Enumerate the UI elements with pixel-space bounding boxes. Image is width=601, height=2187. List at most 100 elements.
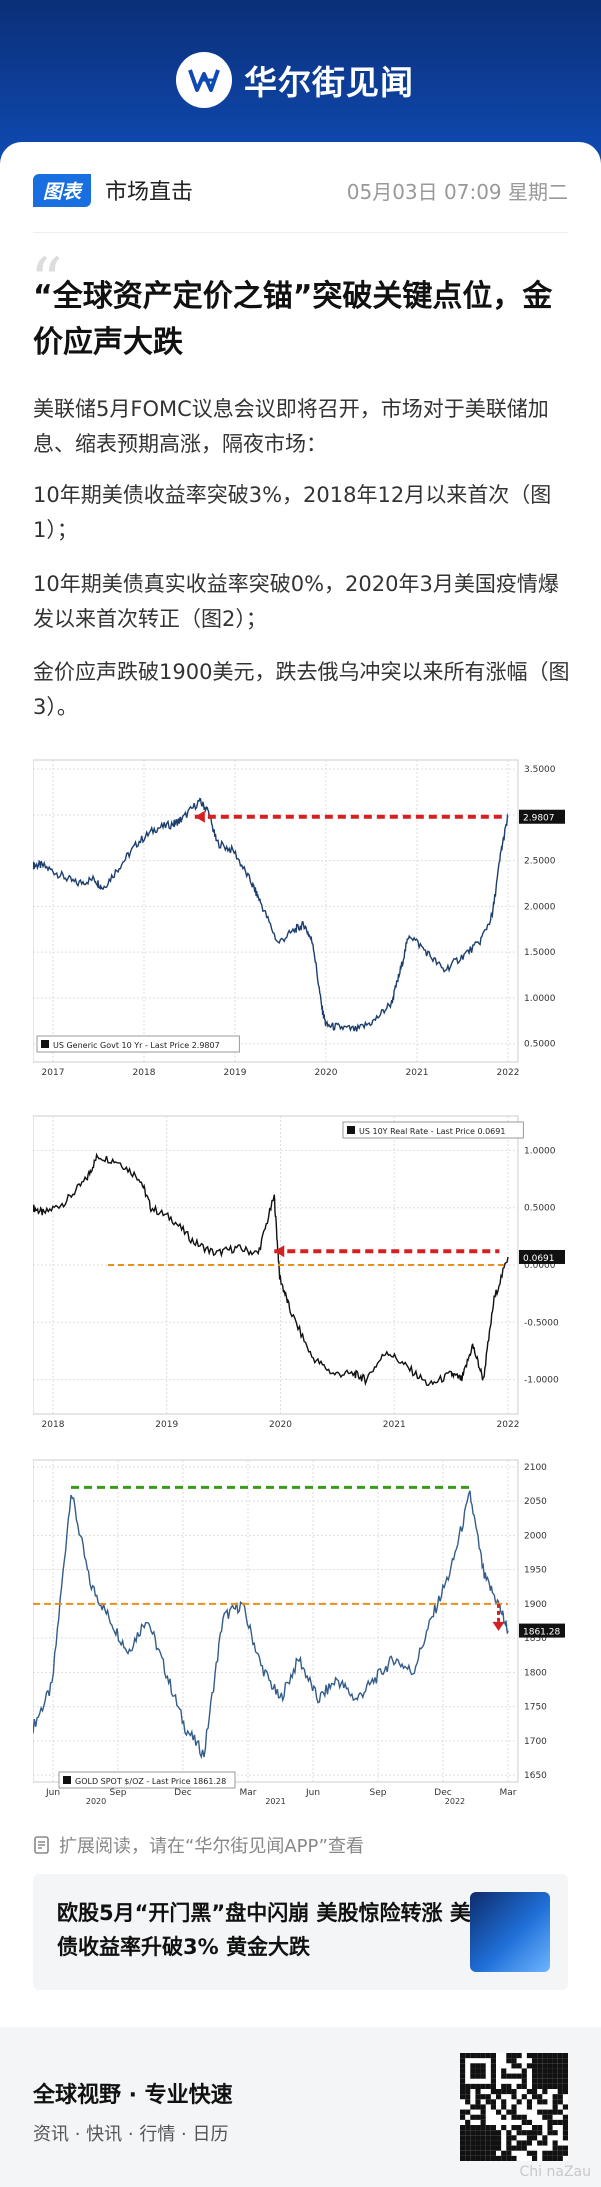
qr-module — [475, 2094, 481, 2100]
qr-module — [465, 2083, 471, 2089]
qr-module — [465, 2155, 471, 2161]
qr-module — [480, 2053, 486, 2059]
qr-module — [475, 2135, 481, 2141]
y-tick-label: 2.0000 — [524, 902, 556, 912]
qr-module — [465, 2109, 471, 2115]
qr-module — [552, 2063, 558, 2069]
qr-module — [460, 2094, 466, 2100]
y-tick-label: 1750 — [524, 1703, 547, 1713]
qr-module — [475, 2130, 481, 2136]
x-tick-label: Mar — [240, 1788, 257, 1798]
qr-module — [480, 2114, 486, 2120]
related-article-card[interactable]: 欧股5月“开门黑”盘中闪崩 美股惊险转涨 美债收益率升破3% 黄金大跌 — [33, 1874, 568, 1990]
x-year-label: 2021 — [265, 1797, 285, 1806]
qr-module — [526, 2130, 532, 2136]
qr-module — [490, 2145, 496, 2151]
qr-module — [511, 2135, 517, 2141]
qr-module — [526, 2063, 532, 2069]
y-tick-label: -0.5000 — [524, 1318, 559, 1328]
y-tick-label: 1800 — [524, 1668, 547, 1678]
qr-module — [501, 2073, 507, 2079]
qr-module — [490, 2125, 496, 2131]
qr-module — [542, 2155, 548, 2161]
x-tick-label: 2020 — [315, 1068, 338, 1078]
qr-module — [557, 2099, 563, 2105]
qr-module — [521, 2068, 527, 2074]
qr-module — [511, 2145, 517, 2151]
qr-module — [480, 2150, 486, 2156]
brand-logo[interactable]: 华尔街见闻 — [176, 52, 414, 108]
related-article-title: 欧股5月“开门黑”盘中闪崩 美股惊险转涨 美债收益率升破3% 黄金大跌 — [57, 1901, 471, 1959]
qr-module — [532, 2130, 538, 2136]
qr-module — [552, 2099, 558, 2105]
qr-module — [480, 2140, 486, 2146]
plot-area — [33, 1459, 519, 1783]
qr-module — [552, 2053, 558, 2059]
qr-module — [475, 2104, 481, 2110]
qr-module — [562, 2089, 568, 2095]
qr-module — [470, 2073, 476, 2079]
qr-module — [475, 2140, 481, 2146]
last-price-label: 1861.28 — [523, 1628, 560, 1638]
qr-module — [521, 2083, 527, 2089]
qr-module — [501, 2104, 507, 2110]
qr-module — [537, 2073, 543, 2079]
qr-module — [475, 2125, 481, 2131]
qr-module — [542, 2135, 548, 2141]
qr-module — [547, 2125, 553, 2131]
legend-text: US Generic Govt 10 Yr - Last Price 2.980… — [53, 1041, 220, 1050]
qr-module — [465, 2130, 471, 2136]
qr-module — [552, 2073, 558, 2079]
qr-module — [532, 2125, 538, 2131]
qr-module — [511, 2094, 517, 2100]
qr-module — [532, 2083, 538, 2089]
qr-module — [557, 2094, 563, 2100]
read-more-note: 扩展阅读，请在“华尔街见闻APP”查看 — [33, 1832, 364, 1858]
qr-module — [537, 2130, 543, 2136]
qr-module — [470, 2068, 476, 2074]
read-more-text: 扩展阅读，请在“华尔街见闻APP”查看 — [59, 1836, 365, 1857]
qr-module — [506, 2073, 512, 2079]
qr-module — [475, 2053, 481, 2059]
qr-module — [542, 2099, 548, 2105]
qr-module — [485, 2125, 491, 2131]
qr-module — [552, 2155, 558, 2161]
qr-module — [490, 2058, 496, 2064]
qr-module — [557, 2058, 563, 2064]
qr-module — [532, 2063, 538, 2069]
last-price-badge — [519, 1249, 565, 1264]
qr-module — [562, 2063, 568, 2069]
qr-module — [511, 2109, 517, 2115]
qr-module — [470, 2083, 476, 2089]
qr-module — [475, 2083, 481, 2089]
qr-module — [470, 2150, 476, 2156]
qr-module — [506, 2130, 512, 2136]
qr-module — [516, 2130, 522, 2136]
qr-module — [516, 2125, 522, 2131]
qr-code-icon[interactable] — [460, 2053, 568, 2161]
qr-module — [465, 2099, 471, 2105]
qr-module — [562, 2083, 568, 2089]
qr-module — [465, 2094, 471, 2100]
qr-module — [557, 2068, 563, 2074]
qr-module — [537, 2068, 543, 2074]
qr-module — [532, 2089, 538, 2095]
legend-text: US 10Y Real Rate - Last Price 0.0691 — [359, 1127, 505, 1136]
qr-module — [480, 2094, 486, 2100]
channel-name[interactable]: 市场直击 — [105, 180, 194, 205]
qr-module — [480, 2125, 486, 2131]
qr-module — [465, 2145, 471, 2151]
footer-links[interactable]: 资讯 · 快讯 · 行情 · 日历 — [33, 2124, 229, 2145]
qr-module — [506, 2135, 512, 2141]
qr-module — [557, 2119, 563, 2125]
qr-module — [557, 2145, 563, 2151]
qr-module — [480, 2063, 486, 2069]
qr-module — [511, 2058, 517, 2064]
x-tick-label: 2022 — [497, 1420, 520, 1430]
qr-module — [475, 2089, 481, 2095]
category-tag[interactable]: 图表 — [33, 173, 92, 207]
qr-module — [542, 2089, 548, 2095]
last-price-badge — [519, 1623, 565, 1638]
app-footer: 全球视野 · 专业快速 资讯 · 快讯 · 行情 · 日历 — [0, 2027, 601, 2187]
qr-module — [490, 2099, 496, 2105]
